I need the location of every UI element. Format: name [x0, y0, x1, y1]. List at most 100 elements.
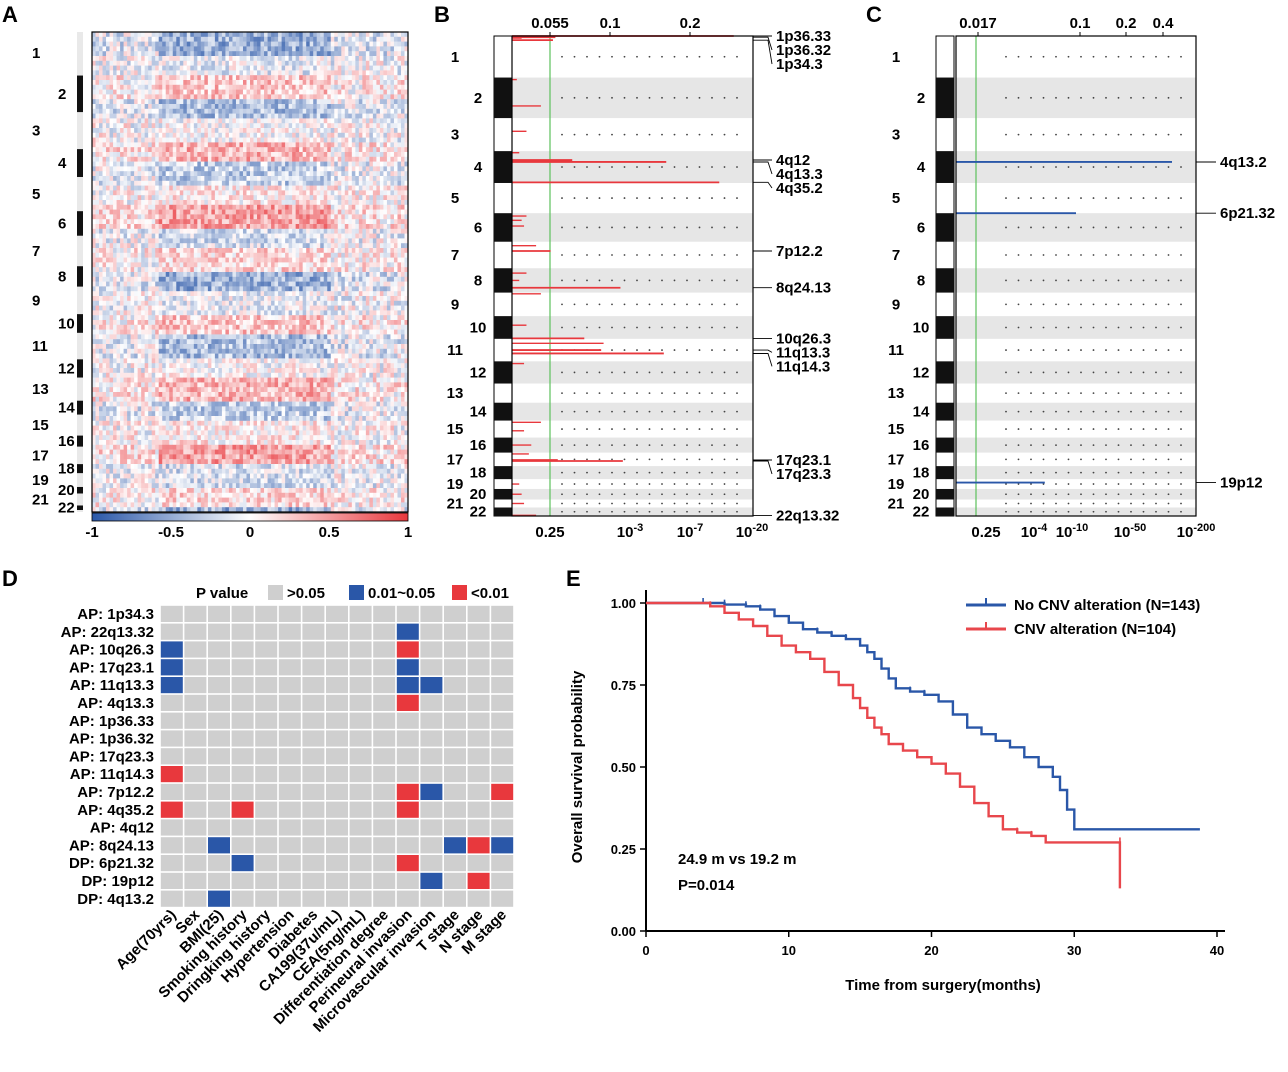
panel-a-heatmap-cell [186, 89, 191, 95]
panel-a-heatmap-cell [239, 104, 244, 110]
panel-a-heatmap-cell [386, 291, 391, 297]
panel-a-heatmap-cell [221, 204, 226, 210]
panel-a-heatmap-cell [200, 80, 205, 86]
panel-a-heatmap-cell [271, 214, 275, 220]
panel-a-heatmap-cell [386, 190, 391, 196]
panel-a-heatmap-cell [379, 89, 384, 95]
panel-a-heatmap-cell [151, 219, 156, 225]
panel-a-heatmap-cell [404, 180, 409, 186]
panel-a-heatmap-cell [316, 233, 321, 239]
panel-a-heatmap-cell [200, 281, 205, 287]
panel-a-heatmap-cell [292, 142, 296, 148]
panel-a-heatmap-cell [127, 252, 131, 258]
panel-a-heatmap-cell [358, 195, 363, 201]
panel-a-heatmap-cell [330, 142, 335, 148]
panel-a-heatmap-cell [162, 84, 167, 90]
panel-a-heatmap-cell [228, 276, 233, 282]
panel-a-heatmap-cell [295, 41, 300, 47]
panel-a-heatmap-cell [204, 219, 209, 225]
panel-a-heatmap-cell [390, 41, 395, 47]
panel-a-heatmap-cell [337, 190, 342, 196]
panel-a-heatmap-cell [204, 248, 209, 254]
panel-a-heatmap-cell [235, 128, 240, 134]
panel-a-heatmap-cell [246, 219, 251, 225]
panel-a-heatmap-cell [358, 272, 363, 278]
panel-a-heatmap-cell [386, 75, 391, 81]
panel-a-heatmap-cell [162, 132, 167, 138]
panel-a-heatmap-cell [348, 180, 353, 186]
panel-a-heatmap-cell [172, 291, 177, 297]
panel-a-heatmap-cell [362, 185, 367, 191]
panel-a-heatmap-cell [292, 185, 296, 191]
panel-a-heatmap-cell [274, 104, 279, 110]
panel-a-heatmap-cell [397, 243, 402, 249]
panel-a-heatmap-cell [123, 152, 128, 158]
panel-a-heatmap-cell [285, 156, 289, 162]
panel-a-heatmap-cell [179, 89, 184, 95]
panel-a-heatmap-cell [197, 60, 202, 66]
panel-a-heatmap-cell [365, 219, 370, 225]
panel-a-heatmap-cell [341, 262, 346, 268]
panel-a-heatmap-cell [330, 70, 335, 76]
panel-a-heatmap-cell [99, 243, 103, 249]
panel-a-heatmap-cell [341, 41, 346, 47]
panel-a-heatmap-cell [204, 36, 209, 42]
panel-a-heatmap-cell [281, 51, 286, 57]
panel-a-heatmap-cell [113, 46, 117, 52]
panel-a-heatmap-cell [358, 180, 363, 186]
panel-a-heatmap-cell [172, 209, 177, 215]
panel-a-heatmap-cell [141, 257, 145, 263]
panel-a-heatmap-cell [330, 32, 335, 38]
panel-a-heatmap-cell [302, 219, 307, 225]
panel-a-heatmap-cell [281, 84, 286, 90]
panel-a-heatmap-cell [323, 99, 328, 105]
panel-a-heatmap-cell [365, 224, 370, 230]
panel-a-heatmap-cell [148, 128, 152, 134]
panel-a-heatmap-cell [190, 190, 195, 196]
panel-a-heatmap-cell [278, 195, 282, 201]
panel-a-heatmap-cell [204, 132, 209, 138]
panel-a-heatmap-cell [390, 286, 395, 292]
panel-a-heatmap-cell [362, 113, 367, 119]
panel-a-heatmap-cell [302, 228, 307, 234]
panel-a-heatmap-cell [292, 248, 296, 254]
panel-a-heatmap-cell [193, 200, 198, 206]
panel-a-heatmap-cell [330, 46, 335, 52]
panel-a-heatmap-cell [228, 243, 233, 249]
panel-a-heatmap-cell [295, 60, 300, 66]
panel-a-heatmap-cell [365, 243, 370, 249]
panel-a-heatmap-cell [179, 152, 184, 158]
panel-a-heatmap-cell [334, 51, 339, 57]
panel-a-heatmap-cell [337, 238, 342, 244]
panel-a-heatmap-cell [362, 291, 367, 297]
panel-a-heatmap-cell [400, 243, 405, 249]
panel-a-heatmap-cell [141, 70, 145, 76]
panel-a-heatmap-cell [264, 267, 268, 273]
panel-a-heatmap-cell [323, 113, 328, 119]
panel-a-heatmap-cell [179, 84, 184, 90]
panel-a-heatmap-cell [365, 267, 370, 273]
panel-a-heatmap-cell [372, 166, 377, 172]
panel-a-heatmap-cell [390, 123, 395, 129]
panel-a-heatmap-cell [186, 267, 191, 273]
panel-a-heatmap-cell [320, 152, 325, 158]
panel-a-heatmap-cell [148, 286, 152, 292]
panel-a-heatmap-cell [327, 267, 332, 273]
panel-a-heatmap-cell [92, 94, 96, 100]
panel-a-heatmap-cell [102, 128, 107, 134]
panel-a-heatmap-cell [337, 267, 342, 273]
panel-a-heatmap-cell [235, 41, 240, 47]
panel-a-heatmap-cell [214, 118, 219, 124]
panel-a-heatmap-cell [278, 272, 282, 278]
panel-a-heatmap-cell [197, 161, 202, 167]
panel-a-heatmap-cell [365, 108, 370, 114]
panel-a-heatmap-cell [369, 176, 374, 182]
panel-a-heatmap-cell [193, 152, 198, 158]
panel-a-heatmap-cell [200, 118, 205, 124]
panel-a-heatmap-cell [144, 286, 149, 292]
panel-a-heatmap-cell [162, 224, 167, 230]
panel-a-heatmap-cell [362, 94, 367, 100]
panel-a-heatmap-cell [309, 185, 314, 191]
panel-a-heatmap-cell [302, 214, 307, 220]
panel-a-heatmap-cell [309, 238, 314, 244]
